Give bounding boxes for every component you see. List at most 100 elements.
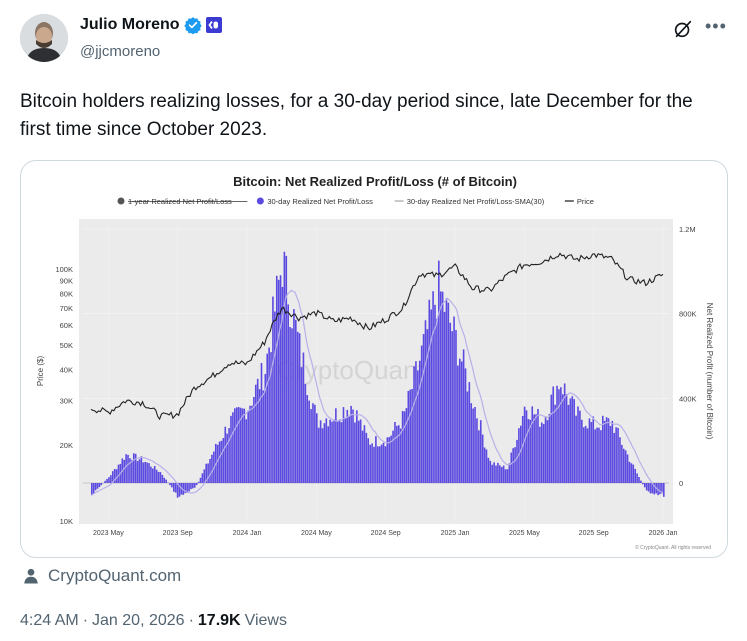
profit-bar — [474, 407, 476, 483]
x-tick-label: 2025 Jan — [441, 530, 470, 537]
profit-bar — [348, 415, 351, 483]
profit-bar — [369, 444, 371, 483]
profit-bar — [466, 391, 469, 483]
profit-bar — [243, 408, 246, 483]
profit-bar — [159, 472, 162, 483]
profit-bar — [150, 466, 152, 483]
profit-bar — [268, 347, 270, 483]
profit-bar — [600, 430, 602, 483]
profit-bar — [445, 298, 448, 483]
profit-bar — [371, 443, 373, 483]
profit-bar — [544, 416, 547, 483]
y-left-tick-label: 60K — [60, 321, 73, 330]
profit-bar — [111, 471, 114, 483]
profit-bar — [615, 427, 617, 483]
author-handle[interactable]: @jjcmoreno — [80, 43, 161, 60]
profit-bar — [325, 418, 328, 483]
profit-bar — [493, 462, 495, 483]
profit-bar — [468, 382, 471, 483]
source-row[interactable]: CryptoQuant.com — [22, 566, 181, 586]
profit-bar — [258, 389, 261, 483]
profit-bar — [359, 419, 362, 483]
profit-bar — [207, 463, 209, 483]
profit-bar — [262, 390, 265, 483]
profit-bar — [272, 296, 274, 483]
profit-bar — [596, 427, 598, 483]
profit-bar — [483, 447, 486, 483]
profit-bar — [92, 483, 95, 494]
profit-bar — [314, 404, 316, 483]
profit-bar — [592, 416, 595, 483]
profit-bar — [125, 454, 127, 483]
grok-icon[interactable] — [672, 18, 694, 40]
more-icon[interactable]: ••• — [705, 16, 727, 36]
profit-bar — [340, 422, 343, 483]
profit-bar — [478, 430, 480, 483]
profit-bar — [384, 446, 387, 483]
profit-bar — [354, 422, 356, 483]
affiliate-badge-icon[interactable] — [205, 17, 222, 33]
profit-bar — [228, 428, 230, 483]
profit-bar — [525, 410, 528, 483]
copyright-note: © CryptoQuant. All rights reserved — [635, 544, 711, 551]
profit-bar — [174, 483, 177, 493]
profit-bar — [510, 452, 513, 483]
tweet-date[interactable]: Jan 20, 2026 — [92, 612, 185, 629]
profit-bar — [632, 464, 635, 483]
profit-bar — [396, 425, 398, 483]
profit-bar — [234, 408, 236, 483]
profit-bar — [512, 448, 514, 483]
profit-bar — [432, 291, 434, 483]
profit-bars — [91, 251, 665, 498]
profit-bar — [155, 469, 158, 483]
profit-bar — [94, 483, 97, 491]
profit-bar — [134, 453, 137, 483]
profit-bar — [172, 483, 175, 492]
profit-bar — [356, 410, 358, 483]
author-name[interactable]: Julio Moreno — [80, 16, 180, 33]
profit-bar — [275, 275, 278, 483]
profit-bar — [197, 481, 200, 483]
profit-bar — [569, 398, 572, 483]
profit-bar — [653, 483, 656, 495]
profit-bar — [485, 449, 488, 483]
profit-bar — [249, 405, 251, 483]
profit-bar — [277, 279, 280, 483]
avatar[interactable] — [20, 14, 68, 62]
views-label: Views — [244, 612, 287, 629]
profit-bar — [239, 407, 242, 483]
profit-bar — [622, 448, 625, 483]
profit-bar — [527, 419, 530, 483]
profit-bar — [409, 389, 412, 483]
profit-bar — [611, 420, 614, 483]
profit-bar — [413, 366, 415, 483]
profit-bar — [127, 454, 129, 483]
profit-bar — [581, 419, 583, 483]
profit-bar — [548, 413, 551, 483]
profit-bar — [232, 412, 234, 483]
y-left-tick-label: 70K — [60, 304, 73, 313]
tweet-time[interactable]: 4:24 AM — [20, 612, 79, 629]
profit-bar — [256, 378, 259, 483]
profit-bar — [285, 255, 288, 483]
chart-image[interactable]: Bitcoin: Net Realized Profit/Loss (# of … — [20, 160, 728, 558]
source-label[interactable]: CryptoQuant.com — [48, 566, 182, 585]
profit-bar — [531, 406, 534, 483]
author-row: Julio Moreno — [80, 16, 222, 34]
profit-bar — [264, 373, 267, 483]
profit-bar — [455, 330, 457, 483]
profit-bar — [394, 422, 396, 483]
profit-bar — [649, 483, 652, 494]
profit-bar — [302, 352, 305, 483]
profit-bar — [499, 465, 501, 483]
y-left-tick-label: 90K — [60, 276, 73, 285]
profit-bar — [411, 388, 413, 483]
profit-bar — [439, 291, 442, 483]
profit-bar — [108, 477, 110, 483]
profit-bar — [113, 468, 116, 483]
profit-bar — [563, 383, 566, 483]
profit-bar — [561, 394, 564, 483]
profit-bar — [300, 367, 303, 483]
profit-bar — [636, 473, 638, 483]
profit-bar — [436, 318, 438, 483]
